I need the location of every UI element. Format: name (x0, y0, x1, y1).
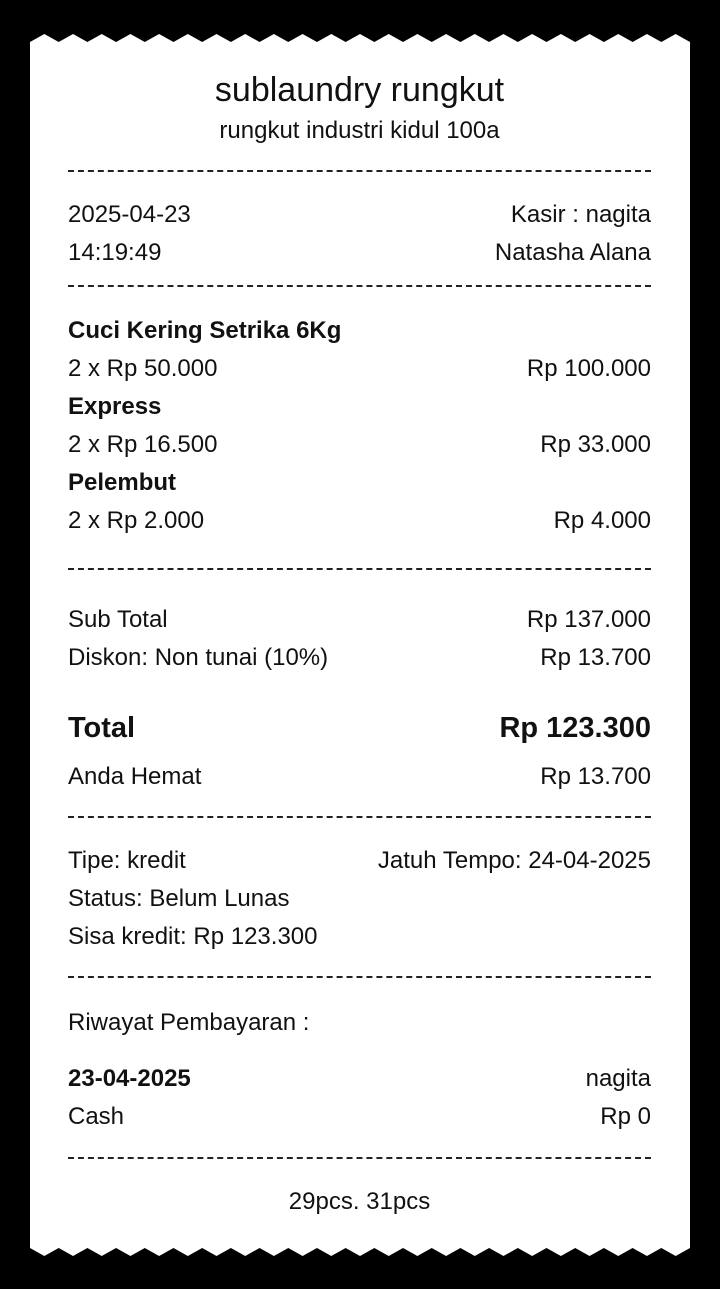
total-value: Rp 123.300 (499, 712, 651, 744)
cashier: Kasir : nagita (510, 201, 651, 228)
divider (68, 976, 651, 978)
subtotal-value: Rp 137.000 (526, 606, 651, 633)
total-label: Total (68, 712, 136, 744)
divider (68, 568, 651, 570)
item-row: 2 x Rp 2.000 Rp 4.000 (68, 506, 651, 536)
item-qty-price: 2 x Rp 2.000 (68, 507, 205, 534)
history-user: nagita (585, 1065, 651, 1092)
store-address: rungkut industri kidul 100a (219, 117, 500, 144)
history-amount: Rp 0 (600, 1103, 651, 1130)
footer-note: 29pcs. 31pcs (288, 1188, 431, 1215)
payment-status: Status: Belum Lunas (68, 885, 290, 912)
item-qty-price: 2 x Rp 50.000 (68, 355, 218, 382)
subtotal-label: Sub Total (68, 606, 168, 633)
item-name: Express (68, 393, 162, 420)
item-amount: Rp 4.000 (553, 507, 651, 534)
item-row: 2 x Rp 50.000 Rp 100.000 (68, 354, 651, 384)
discount-label: Diskon: Non tunai (10%) (68, 644, 329, 671)
date: 2025-04-23 (68, 201, 191, 228)
item-amount: Rp 100.000 (526, 355, 651, 382)
item-amount: Rp 33.000 (540, 431, 651, 458)
customer-name: Natasha Alana (494, 239, 651, 266)
history-method: Cash (68, 1103, 125, 1130)
saved-label: Anda Hemat (68, 763, 202, 790)
receipt-top-edge (30, 34, 690, 43)
store-name: sublaundry rungkut (214, 71, 505, 109)
due-date: Jatuh Tempo: 24-04-2025 (377, 847, 651, 874)
time: 14:19:49 (68, 239, 162, 266)
divider (68, 1157, 651, 1159)
receipt-paper (30, 42, 690, 1248)
remaining-credit: Sisa kredit: Rp 123.300 (68, 923, 318, 950)
divider (68, 170, 651, 172)
history-date: 23-04-2025 (68, 1065, 191, 1092)
item-row: 2 x Rp 16.500 Rp 33.000 (68, 430, 651, 460)
history-title: Riwayat Pembayaran : (68, 1009, 310, 1036)
saved-value: Rp 13.700 (540, 763, 651, 790)
divider (68, 816, 651, 818)
receipt-bottom-edge (30, 1247, 690, 1256)
item-name: Pelembut (68, 469, 177, 496)
payment-type: Tipe: kredit (68, 847, 186, 874)
divider (68, 285, 651, 287)
item-qty-price: 2 x Rp 16.500 (68, 431, 218, 458)
discount-value: Rp 13.700 (540, 644, 651, 671)
item-name: Cuci Kering Setrika 6Kg (68, 317, 342, 344)
